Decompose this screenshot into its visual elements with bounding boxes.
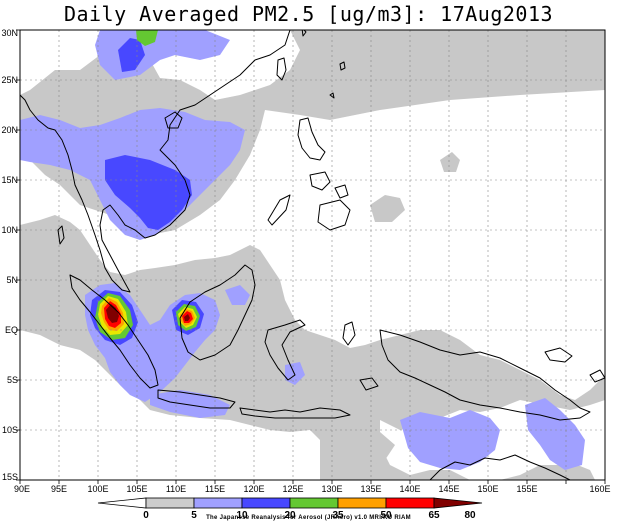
lon-label: 155E [516,484,537,494]
axis-ticks [16,29,606,484]
lat-label: 5N [6,275,18,285]
colorbar-tick-label: 0 [143,510,149,521]
lat-label: 25N [1,75,18,85]
map-title: Daily Averaged PM2.5 [ug/m3]: 17Aug2013 [63,2,554,26]
colorbar-labels: 0 5 10 20 35 50 65 80 [143,510,476,521]
grey-patch-philippines [370,195,405,222]
lat-label: 15N [1,175,18,185]
coastlines [20,30,605,480]
green-region-south-china [136,30,158,46]
colorbar [97,497,483,509]
lat-label: 30N [1,28,18,38]
lon-label: 100E [87,484,108,494]
colorbar-segment-65-80 [385,497,435,509]
lon-label: 90E [14,484,30,494]
lon-label: 140E [399,484,420,494]
coastline-luzon [297,117,326,161]
coastline-australia [429,454,571,480]
grey-patch-pacific [440,152,460,172]
lon-label: 115E [205,484,225,494]
coastline-sulawesi [264,319,306,381]
coastline-andaman [57,225,65,245]
grey-patch-south-2 [545,462,595,480]
blue-region-south-china [118,38,145,72]
coastline-sumatra [69,274,159,389]
coastline-java [157,389,236,409]
colorbar-tick-label: 50 [380,510,392,521]
coastline-bismarck [544,347,605,383]
coastline-new-guinea [379,329,591,421]
colorbar-segment-20-35 [241,497,291,509]
lon-label: 135E [360,484,381,494]
colorbar-tick-label: 35 [332,510,344,521]
colorbar-segment-5-10 [145,497,195,509]
colorbar-tick-label: 20 [284,510,296,521]
coastline-mindanao [317,199,351,231]
colorbar-tick-label: 5 [191,510,197,521]
darkred-region-sumatra [106,304,119,323]
coastline-moluccas [342,321,379,391]
lavender-region-arafura [525,398,585,470]
lat-label: EQ [5,325,18,335]
grey-patch-south-1 [320,430,395,472]
lat-label: 20N [1,125,18,135]
clean-air-region-north [20,30,300,100]
colorbar-segment-50-65 [337,497,387,509]
coastline-islands-pacific [301,30,346,99]
colorbar-segment-80plus [433,497,483,509]
lon-label: 110E [166,484,186,494]
latitude-labels: 30N 25N 20N 15N 10N 5N EQ 5S 10S 15S [1,28,18,482]
coastline-hainan [164,111,183,129]
concentration-fields [20,30,605,480]
longitude-labels: 90E 95E 100E 105E 110E 115E 120E 125E 13… [14,484,611,494]
colorbar-segment-10-20 [193,497,243,509]
darkred-region-borneo [184,314,190,321]
credit-line: The Japanese Reanalysis for Aerosol (JRA… [206,515,411,521]
colorbar-tick-label: 65 [428,510,440,521]
lat-label: 5S [7,375,18,385]
coastline-mainland-asia [20,30,291,293]
clean-air-region-south-indian [20,330,320,480]
lon-label: 125E [282,484,303,494]
coastline-palawan [267,194,291,226]
gridlines [20,30,605,480]
colorbar-segment-0-5 [97,497,147,509]
colorbar-tick-label: 80 [464,510,476,521]
blue-region-vietnam [105,155,192,230]
lon-label: 95E [51,484,67,494]
lon-label: 130E [321,484,342,494]
lavender-region-timor [400,410,500,470]
lat-label: 10N [1,225,18,235]
lon-label: 145E [438,484,459,494]
lon-label: 160E [589,484,610,494]
colorbar-tick-label: 10 [236,510,248,521]
colorbar-segment-35-50 [289,497,339,509]
lavender-region-sulawesi [285,362,305,385]
coastline-visayas [309,171,349,199]
map-frame [19,29,606,481]
lavender-region-borneo-north [225,285,250,305]
lat-label: 15S [2,472,18,482]
lon-label: 120E [243,484,264,494]
lat-label: 10S [2,425,18,435]
coastline-borneo [179,264,256,361]
lon-label: 105E [126,484,147,494]
coastline-taiwan [276,57,287,81]
clean-air-region-ocean [20,90,605,400]
lon-label: 150E [477,484,498,494]
coastline-lesser-sunda [239,407,351,419]
